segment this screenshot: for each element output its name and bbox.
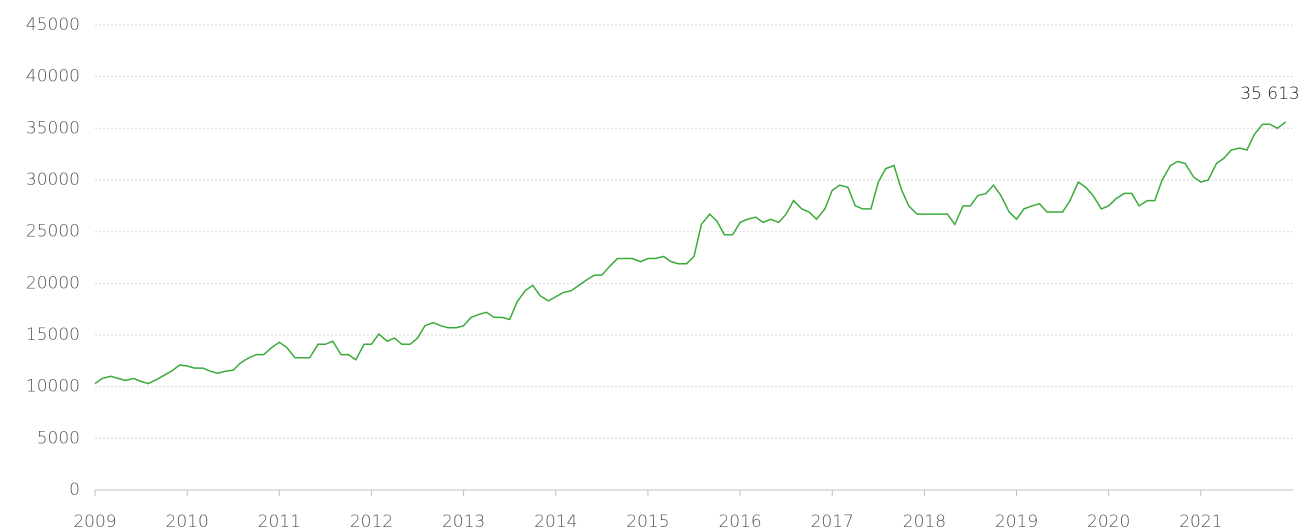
x-tick-label: 2010 (166, 512, 209, 531)
x-tick-label: 2011 (258, 512, 301, 531)
x-tick-label: 2015 (626, 512, 669, 531)
x-tick-label: 2017 (811, 512, 854, 531)
y-tick-label: 30000 (26, 170, 80, 190)
y-tick-label: 20000 (26, 273, 80, 293)
y-tick-label: 40000 (26, 67, 80, 87)
y-tick-label: 10000 (26, 377, 80, 397)
y-tick-label: 0 (69, 480, 80, 500)
x-tick-label: 2012 (350, 512, 393, 531)
annotation: 35 613 (1240, 84, 1299, 104)
x-tick-label: 2019 (995, 512, 1038, 531)
x-tick-label: 2009 (73, 512, 116, 531)
x-tick-label: 2013 (442, 512, 485, 531)
x-tick-label: 2018 (903, 512, 946, 531)
y-tick-label: 45000 (26, 15, 80, 35)
x-tick-label: 2021 (1179, 512, 1222, 531)
x-tick-label: 2014 (534, 512, 577, 531)
y-tick-label: 35000 (26, 118, 80, 138)
x-tick-label: 2020 (1087, 512, 1130, 531)
y-tick-label: 25000 (26, 222, 80, 242)
x-tick-label: 2016 (718, 512, 761, 531)
y-tick-label: 5000 (37, 428, 80, 448)
line (94, 121, 1287, 385)
y-tick-label: 15000 (26, 325, 80, 345)
